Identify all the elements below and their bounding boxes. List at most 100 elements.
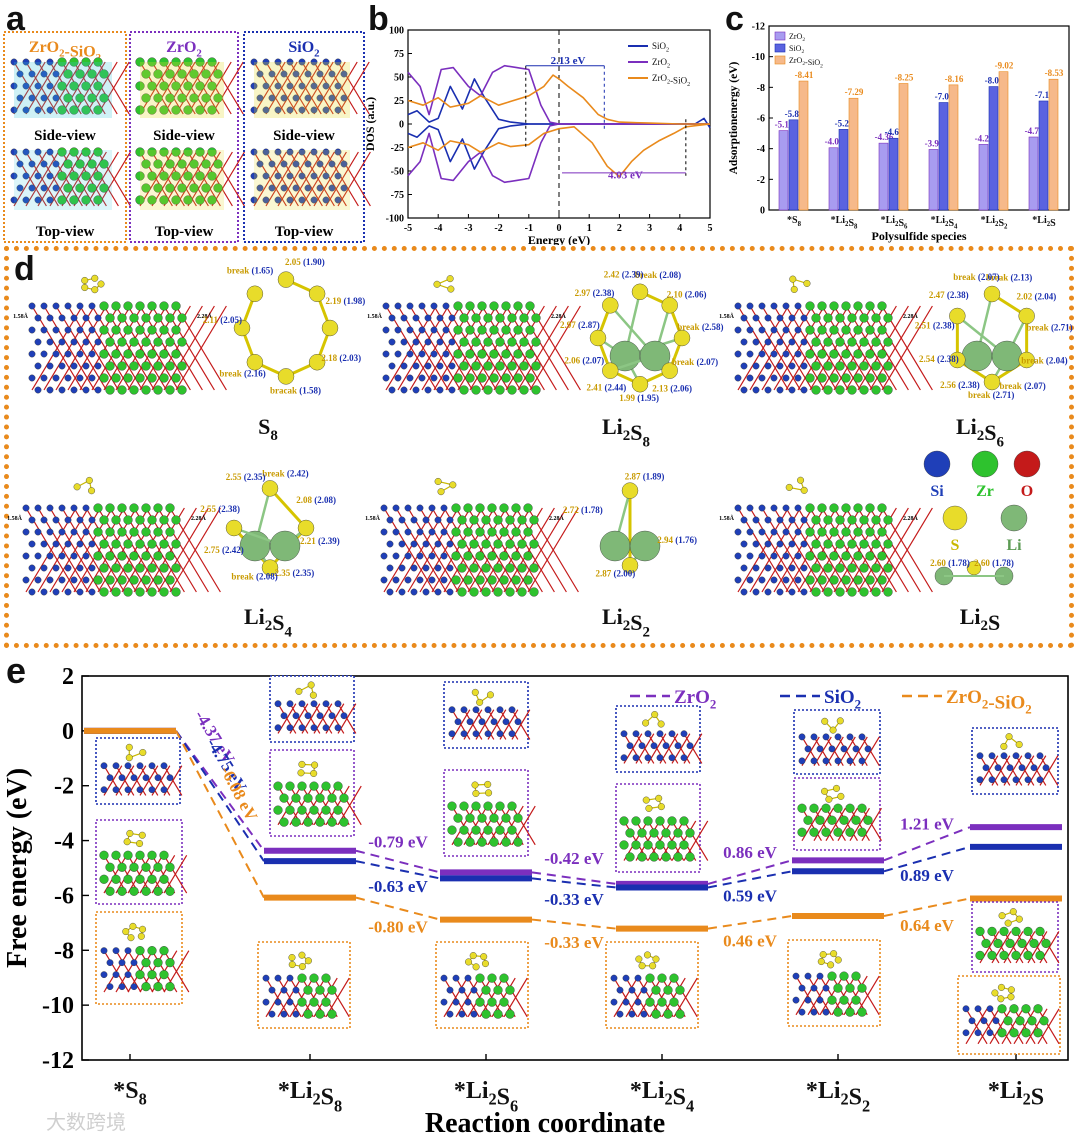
si-atom bbox=[106, 774, 114, 782]
si-atom bbox=[764, 314, 772, 322]
zr-atom bbox=[111, 301, 121, 311]
zr-atom bbox=[279, 793, 289, 803]
s-atom bbox=[295, 687, 303, 695]
bond-value-sio2: (2.00) bbox=[614, 569, 636, 579]
text-part: S bbox=[898, 218, 904, 229]
zr-atom bbox=[447, 825, 457, 835]
zr-atom bbox=[147, 373, 157, 383]
zr-atom bbox=[483, 361, 493, 371]
si-atom bbox=[64, 302, 72, 310]
zr-atom bbox=[111, 325, 121, 335]
zr-atom bbox=[165, 982, 175, 992]
si-atom bbox=[40, 184, 48, 192]
zr-atom bbox=[847, 587, 857, 597]
bar-2-3 bbox=[948, 84, 959, 211]
zr-atom bbox=[805, 527, 815, 537]
x-tick-label: *Li2S8 bbox=[831, 215, 858, 231]
si-atom bbox=[962, 1029, 970, 1037]
bond-value: break bbox=[227, 265, 252, 275]
si-atom bbox=[412, 314, 420, 322]
s-atom bbox=[643, 951, 651, 959]
step-energy-label: 0.46 eV bbox=[723, 931, 778, 950]
y-tick-label: -12 bbox=[752, 22, 765, 33]
si-atom bbox=[404, 552, 412, 560]
si-atom bbox=[130, 774, 138, 782]
bar-label: -3.95 bbox=[925, 138, 944, 148]
surface-label: 1.58Å bbox=[719, 514, 735, 522]
zr-atom bbox=[99, 183, 109, 193]
bond-length-label: 2.87 (2.00) bbox=[596, 569, 636, 579]
top-view-label: Top-view bbox=[275, 224, 334, 240]
si-atom bbox=[434, 516, 442, 524]
si-atom bbox=[10, 82, 18, 90]
si-atom bbox=[610, 998, 618, 1006]
si-atom bbox=[436, 386, 444, 394]
si-atom bbox=[46, 362, 54, 370]
zr-atom bbox=[841, 349, 851, 359]
zr-atom bbox=[99, 93, 109, 103]
si-atom bbox=[28, 588, 36, 596]
zr-atom bbox=[459, 361, 469, 371]
molecule-cluster: break (2.08)2.10 (2.06)break (2.58)break… bbox=[560, 269, 724, 403]
zr-atom bbox=[877, 503, 887, 513]
si-atom bbox=[88, 588, 96, 596]
zr-atom bbox=[117, 527, 127, 537]
x-tick-label: *Li2S6 bbox=[881, 215, 908, 231]
zr-atom bbox=[213, 93, 223, 103]
si-atom bbox=[34, 148, 42, 156]
si-atom bbox=[746, 326, 754, 334]
si-atom bbox=[100, 786, 108, 794]
zr-atom bbox=[105, 385, 115, 395]
bond-length-label: 1.99 (1.95) bbox=[619, 393, 659, 403]
si-atom bbox=[298, 196, 306, 204]
zr-atom bbox=[93, 503, 103, 513]
zr-atom bbox=[859, 539, 869, 549]
x-tick-label: *Li2S bbox=[988, 1078, 1044, 1111]
zr-atom bbox=[135, 171, 145, 181]
s-atom bbox=[297, 519, 315, 537]
si-atom bbox=[734, 576, 742, 584]
step-energy-label: 0.59 eV bbox=[723, 886, 778, 905]
si-atom bbox=[112, 971, 120, 979]
connector-0-2 bbox=[355, 849, 441, 874]
si-atom bbox=[632, 730, 640, 738]
zr-atom bbox=[453, 349, 463, 359]
bond-length-label: break (2.08) bbox=[635, 270, 681, 280]
si-atom bbox=[16, 70, 24, 78]
bond-value: 2.55 bbox=[200, 504, 218, 514]
zr-atom bbox=[135, 563, 145, 573]
si-atom bbox=[610, 974, 618, 982]
zr-atom bbox=[513, 301, 523, 311]
text-part: *Li bbox=[278, 1078, 313, 1104]
si-atom bbox=[502, 718, 510, 726]
bar-0-1 bbox=[828, 147, 839, 211]
si-atom bbox=[740, 338, 748, 346]
bond-value-sio2: (2.06) bbox=[670, 383, 692, 393]
zr-atom bbox=[165, 575, 175, 585]
si-atom bbox=[460, 730, 468, 738]
bar-label: -4.28 bbox=[975, 133, 994, 143]
zr-atom bbox=[81, 57, 91, 67]
zr-atom bbox=[117, 886, 127, 896]
y-tick-label: -75 bbox=[391, 190, 404, 201]
si-atom bbox=[406, 302, 414, 310]
si-atom bbox=[446, 564, 454, 572]
si-atom bbox=[322, 58, 330, 66]
zr-atom bbox=[165, 69, 175, 79]
zr-atom bbox=[141, 69, 151, 79]
s-atom bbox=[298, 760, 306, 768]
zr-atom bbox=[841, 503, 851, 513]
zr-atom bbox=[829, 575, 839, 585]
si-atom bbox=[496, 706, 504, 714]
zr-atom bbox=[619, 840, 629, 850]
si-atom bbox=[776, 338, 784, 346]
si-atom bbox=[148, 786, 156, 794]
zr-atom bbox=[829, 349, 839, 359]
step-energy-label: -0.33 eV bbox=[544, 933, 604, 952]
si-atom bbox=[118, 959, 126, 967]
zr-atom bbox=[673, 828, 683, 838]
si-atom bbox=[816, 972, 824, 980]
zr-atom bbox=[1023, 950, 1033, 961]
si-atom bbox=[386, 540, 394, 548]
si-atom bbox=[770, 576, 778, 584]
